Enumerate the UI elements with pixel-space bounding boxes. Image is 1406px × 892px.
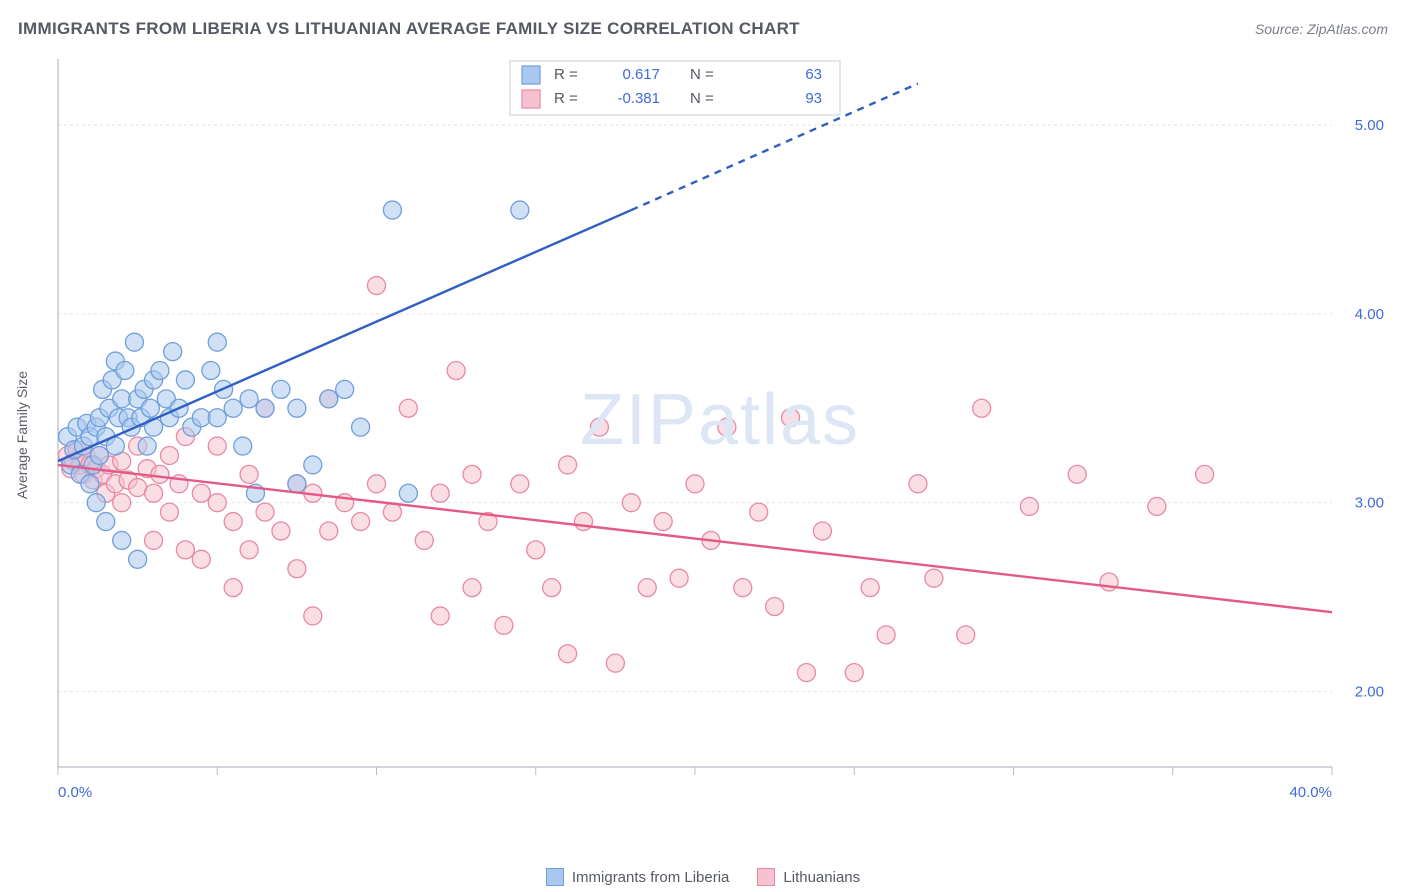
svg-text:N =: N =	[690, 66, 714, 83]
legend-label: Immigrants from Liberia	[572, 869, 730, 886]
svg-text:R =: R =	[554, 66, 578, 83]
legend-swatch-icon	[757, 868, 775, 886]
svg-text:4.00: 4.00	[1355, 306, 1384, 323]
y-axis-label: Average Family Size	[14, 371, 30, 499]
title-bar: IMMIGRANTS FROM LIBERIA VS LITHUANIAN AV…	[18, 14, 1388, 44]
legend-label: Lithuanians	[783, 869, 860, 886]
svg-text:0.617: 0.617	[622, 66, 660, 83]
source-attribution: Source: ZipAtlas.com	[1255, 21, 1388, 37]
legend-item-lithuanians: Lithuanians	[757, 868, 860, 886]
svg-text:R =: R =	[554, 90, 578, 107]
chart-area: Average Family Size 2.003.004.005.000.0%…	[50, 55, 1390, 815]
svg-text:63: 63	[805, 66, 822, 83]
svg-text:3.00: 3.00	[1355, 495, 1384, 512]
legend-item-liberia: Immigrants from Liberia	[546, 868, 730, 886]
bottom-legend: Immigrants from Liberia Lithuanians	[0, 868, 1406, 886]
svg-text:93: 93	[805, 90, 822, 107]
svg-text:2.00: 2.00	[1355, 683, 1384, 700]
chart-title: IMMIGRANTS FROM LIBERIA VS LITHUANIAN AV…	[18, 19, 800, 39]
svg-text:N =: N =	[690, 90, 714, 107]
legend-swatch-icon	[546, 868, 564, 886]
scatter-plot: 2.00 3.00 4.00 5.00 0.0% 40.0% R = 0.617 N = 63 R …	[50, 55, 1390, 815]
svg-text:-0.381: -0.381	[617, 90, 660, 107]
svg-text:0.0%: 0.0%	[58, 784, 92, 801]
svg-text:5.00: 5.00	[1355, 117, 1384, 134]
svg-text:40.0%: 40.0%	[1289, 784, 1332, 801]
